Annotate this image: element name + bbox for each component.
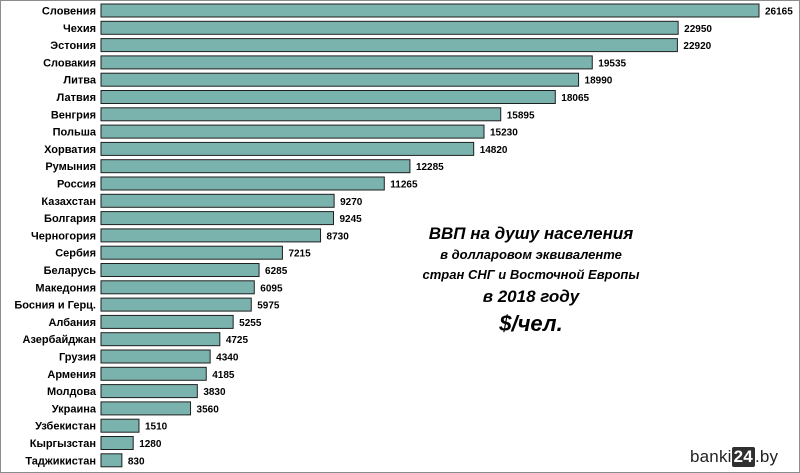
value-label-23: 3560 (197, 404, 220, 415)
value-label-26: 830 (128, 456, 145, 467)
category-label-14: Сербия (55, 248, 96, 260)
value-label-25: 1280 (139, 439, 162, 450)
bar-8 (100, 141, 475, 156)
value-label-1: 22950 (684, 24, 712, 35)
bar-3 (100, 55, 593, 70)
category-label-24: Узбекистан (35, 421, 96, 433)
bar-1 (100, 20, 679, 35)
bar-11 (100, 193, 335, 208)
bar-26 (100, 453, 123, 468)
bar-22 (100, 384, 198, 399)
value-label-0: 26165 (765, 7, 793, 18)
category-label-0: Словения (42, 6, 96, 18)
value-label-11: 9270 (340, 197, 363, 208)
category-label-12: Болгария (44, 213, 96, 225)
bar-5 (100, 90, 556, 104)
bar-24 (100, 418, 140, 433)
value-label-17: 5975 (257, 301, 280, 312)
title-line-4: в 2018 году (482, 287, 580, 306)
bar-2 (100, 38, 678, 53)
bar-23 (100, 401, 192, 416)
bar-12 (100, 211, 334, 226)
value-label-6: 15895 (507, 110, 535, 121)
category-label-10: Россия (57, 179, 96, 191)
category-label-19: Азербайджан (23, 334, 96, 346)
bar-21 (100, 366, 207, 381)
category-label-2: Эстония (50, 40, 96, 52)
bar-14 (100, 245, 283, 260)
bars-group (100, 3, 760, 468)
value-label-22: 3830 (203, 387, 226, 398)
watermark-box-text: 24 (731, 447, 755, 467)
category-label-5: Латвия (57, 92, 96, 104)
title-line-5: $/чел. (499, 311, 563, 336)
value-labels-group: 26165 22950 22920 19535 18990 18065 15895 15230… (128, 7, 793, 468)
value-label-8: 14820 (480, 145, 508, 156)
value-label-14: 7215 (288, 249, 311, 260)
category-label-26: Таджикистан (25, 455, 96, 467)
category-label-1: Чехия (63, 23, 96, 35)
bar-6 (100, 107, 502, 122)
value-label-16: 6095 (260, 283, 283, 294)
value-label-20: 4340 (216, 353, 239, 364)
category-label-15: Беларусь (44, 265, 97, 277)
category-label-7: Польша (53, 127, 97, 139)
title-line-3: стран СНГ и Восточной Европы (422, 267, 640, 282)
value-label-7: 15230 (490, 128, 518, 139)
category-labels-group: Словения Чехия Эстония Словакия Литва Латвия В… (14, 6, 97, 468)
bar-0 (100, 3, 760, 18)
category-label-25: Кыргызстан (30, 438, 96, 450)
value-label-12: 9245 (339, 214, 362, 225)
bar-13 (100, 228, 322, 243)
category-label-6: Венгрия (51, 109, 96, 121)
category-label-18: Албания (48, 317, 96, 329)
bar-10 (100, 176, 385, 191)
value-label-21: 4185 (212, 370, 235, 381)
category-label-23: Украина (52, 403, 97, 415)
title-line-2: в долларовом эквиваленте (440, 247, 622, 262)
watermark-text-after: .by (754, 447, 779, 466)
watermark-text-before: banki (690, 447, 732, 466)
title-line-1: ВВП на душу населения (428, 224, 634, 243)
value-label-9: 12285 (416, 162, 444, 173)
category-label-21: Армения (47, 369, 96, 381)
category-label-4: Литва (63, 75, 96, 87)
category-label-8: Хорватия (44, 144, 96, 156)
value-label-18: 5255 (239, 318, 262, 329)
value-label-2: 22920 (683, 41, 711, 52)
category-label-3: Словакия (43, 57, 96, 69)
bar-7 (100, 124, 485, 139)
value-label-13: 8730 (327, 231, 350, 242)
category-label-16: Македония (35, 282, 96, 294)
chart-title: ВВП на душу населения в долларовом эквив… (393, 223, 669, 339)
bar-19 (100, 332, 221, 347)
bar-18 (100, 314, 234, 329)
value-label-15: 6285 (265, 266, 288, 277)
bar-16 (100, 280, 255, 295)
category-label-17: Босния и Герц. (14, 300, 96, 312)
value-label-10: 11265 (390, 180, 418, 191)
bar-4 (100, 72, 580, 87)
value-label-19: 4725 (226, 335, 249, 346)
bar-15 (100, 263, 260, 277)
category-label-11: Казахстан (41, 196, 96, 208)
value-label-3: 19535 (598, 58, 626, 69)
category-label-9: Румыния (45, 161, 96, 173)
bar-25 (100, 436, 134, 450)
category-label-13: Черногория (31, 230, 96, 242)
category-label-22: Молдова (47, 386, 97, 398)
value-label-24: 1510 (145, 422, 168, 433)
bar-9 (100, 159, 411, 174)
value-label-4: 18990 (585, 76, 613, 87)
site-watermark: banki 24 .by (690, 447, 778, 467)
value-label-5: 18065 (561, 93, 589, 104)
category-label-20: Грузия (59, 352, 96, 364)
bar-20 (100, 349, 211, 364)
bar-17 (100, 297, 252, 312)
